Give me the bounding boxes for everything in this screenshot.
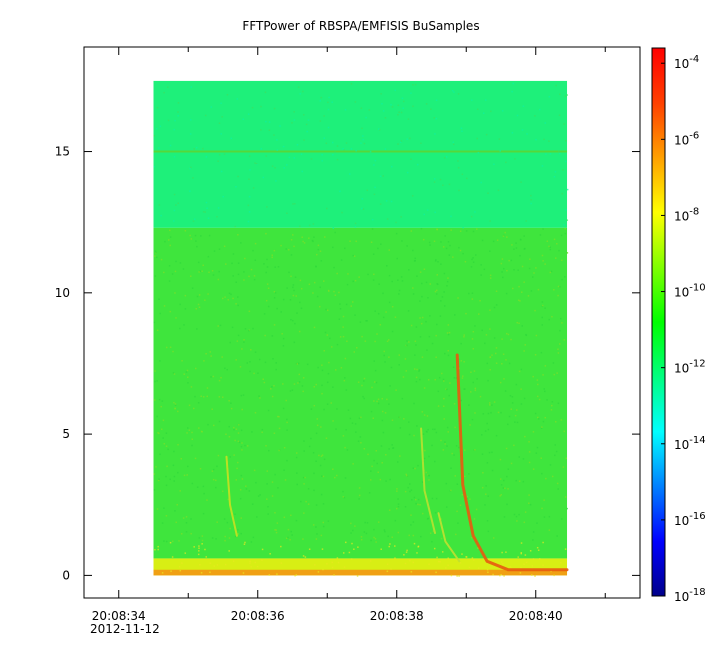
colorbar-tick-label: 10-12 [674,359,706,376]
colorbar-scale [651,47,666,597]
y-tick-label: 15 [55,145,70,159]
x-tick-label: 20:08:38 [370,609,424,623]
whistler-faint-1 [225,455,238,537]
heatmap-low-band [153,569,568,576]
heatmap-region-1 [153,227,568,559]
colorbar-tick-label: 10-18 [674,587,706,604]
whistler-faint-2 [420,427,436,534]
colorbar-tick-label: 10-4 [674,54,699,71]
x-tick-label: 20:08:36 [231,609,285,623]
colorbar-tick-label: 10-10 [674,283,706,300]
y-tick-label: 0 [62,568,70,582]
colorbar-tick-label: 10-6 [674,130,699,147]
colorbar-tick-label: 10-16 [674,511,706,528]
x-tick-label: 20:08:40 [509,609,563,623]
x-tick-label: 20:08:34 [92,609,146,623]
colorbar: 10-18 10-16 10-14 10-12 10-10 10-8 10-6 10-4 [651,47,706,604]
axes: 0 5 10 15 20:08:34 20:08:36 20:08:38 20:08:40 [55,47,640,623]
y-tick-label: 5 [62,427,70,441]
x-date-label: 2012-11-12 [90,622,160,636]
whistler-main [455,353,569,572]
whistler-faint-3 [437,512,461,563]
chart-title: FFTPower of RBSPA/EMFISIS BuSamples [242,19,479,33]
heatmap-texture [153,82,569,577]
y-tick-label: 10 [55,286,70,300]
colorbar-tick-label: 10-14 [674,435,706,452]
heatmap-region-0 [153,80,568,228]
colorbar-tick-label: 10-8 [674,206,699,223]
plot-area [153,80,569,577]
